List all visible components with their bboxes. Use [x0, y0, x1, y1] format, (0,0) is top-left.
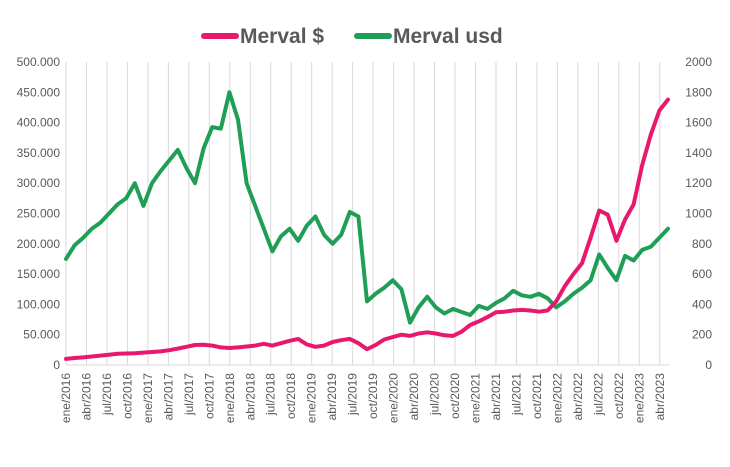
y-left-tick-label: 200.000: [17, 237, 61, 251]
x-tick-label: oct/2019: [366, 373, 380, 419]
x-tick-label: ene/2021: [468, 373, 482, 423]
gridlines: [65, 62, 661, 365]
y-axis-right: 0 200 400 600 800 1000 1200 1400 1600 1800 2000: [685, 55, 712, 372]
series-line-merval-pesos: [64, 97, 670, 361]
y-left-tick-label: 50.000: [23, 328, 60, 342]
y-right-tick-label: 1600: [685, 116, 712, 130]
y-right-tick-label: 2000: [685, 55, 712, 69]
x-tick-label: abr/2016: [79, 373, 93, 421]
y-right-tick-label: 1200: [685, 176, 712, 190]
x-tick-label: oct/2016: [120, 373, 134, 419]
y-left-tick-label: 400.000: [17, 116, 61, 130]
y-right-tick-label: 0: [705, 358, 712, 372]
x-tick-label: jul/2020: [428, 373, 442, 416]
x-tick-label: jul/2016: [100, 373, 114, 416]
x-tick-label: abr/2018: [243, 373, 257, 421]
y-right-tick-label: 1800: [685, 85, 712, 99]
x-tick-label: abr/2022: [571, 373, 585, 421]
y-right-tick-label: 200: [692, 328, 712, 342]
y-left-tick-label: 0: [53, 358, 60, 372]
y-right-tick-label: 400: [692, 297, 712, 311]
x-tick-label: oct/2017: [202, 373, 216, 419]
legend: Merval $ Merval usd: [201, 25, 503, 48]
y-left-tick-label: 150.000: [17, 267, 61, 281]
legend-label-merval-usd: Merval usd: [393, 25, 503, 48]
x-tick-label: jul/2018: [264, 373, 278, 416]
y-left-tick-label: 350.000: [17, 146, 61, 160]
x-tick-label: abr/2017: [161, 373, 175, 421]
x-tick-label: abr/2020: [407, 373, 421, 421]
y-right-tick-label: 600: [692, 267, 712, 281]
x-tick-label: ene/2018: [223, 373, 237, 423]
x-tick-label: jul/2017: [182, 373, 196, 416]
x-tick-label: abr/2019: [325, 373, 339, 421]
x-axis: ene/2016 abr/2016 jul/2016 oct/2016 ene/2017…: [59, 364, 670, 423]
series-line-merval-usd: [64, 90, 670, 325]
x-tick-label: ene/2019: [305, 373, 319, 423]
x-tick-label: jul/2021: [509, 373, 523, 416]
x-tick-label: abr/2021: [489, 373, 503, 421]
x-tick-label: oct/2022: [612, 373, 626, 419]
y-left-tick-label: 250.000: [17, 207, 61, 221]
x-tick-label: ene/2020: [387, 373, 401, 423]
y-left-tick-label: 100.000: [17, 297, 61, 311]
legend-label-merval-pesos: Merval $: [240, 25, 324, 48]
x-tick-label: oct/2020: [448, 373, 462, 419]
series-layer: [64, 90, 670, 361]
x-tick-label: ene/2017: [141, 373, 155, 423]
y-right-tick-label: 1000: [685, 207, 712, 221]
x-tick-label: jul/2022: [591, 373, 605, 416]
y-left-tick-label: 300.000: [17, 176, 61, 190]
x-tick-label: ene/2016: [59, 373, 73, 423]
x-tick-label: abr/2023: [653, 373, 667, 421]
x-tick-label: oct/2021: [530, 373, 544, 419]
x-tick-label: ene/2022: [550, 373, 564, 423]
y-right-tick-label: 800: [692, 237, 712, 251]
y-right-tick-label: 1400: [685, 146, 712, 160]
y-axis-left: 0 50.000 100.000 150.000 200.000 250.000 300.0…: [17, 55, 61, 372]
x-tick-label: ene/2023: [632, 373, 646, 423]
x-tick-label: oct/2018: [284, 373, 298, 419]
x-tick-label: jul/2019: [346, 373, 360, 416]
y-left-tick-label: 450.000: [17, 85, 61, 99]
y-left-tick-label: 500.000: [17, 55, 61, 69]
